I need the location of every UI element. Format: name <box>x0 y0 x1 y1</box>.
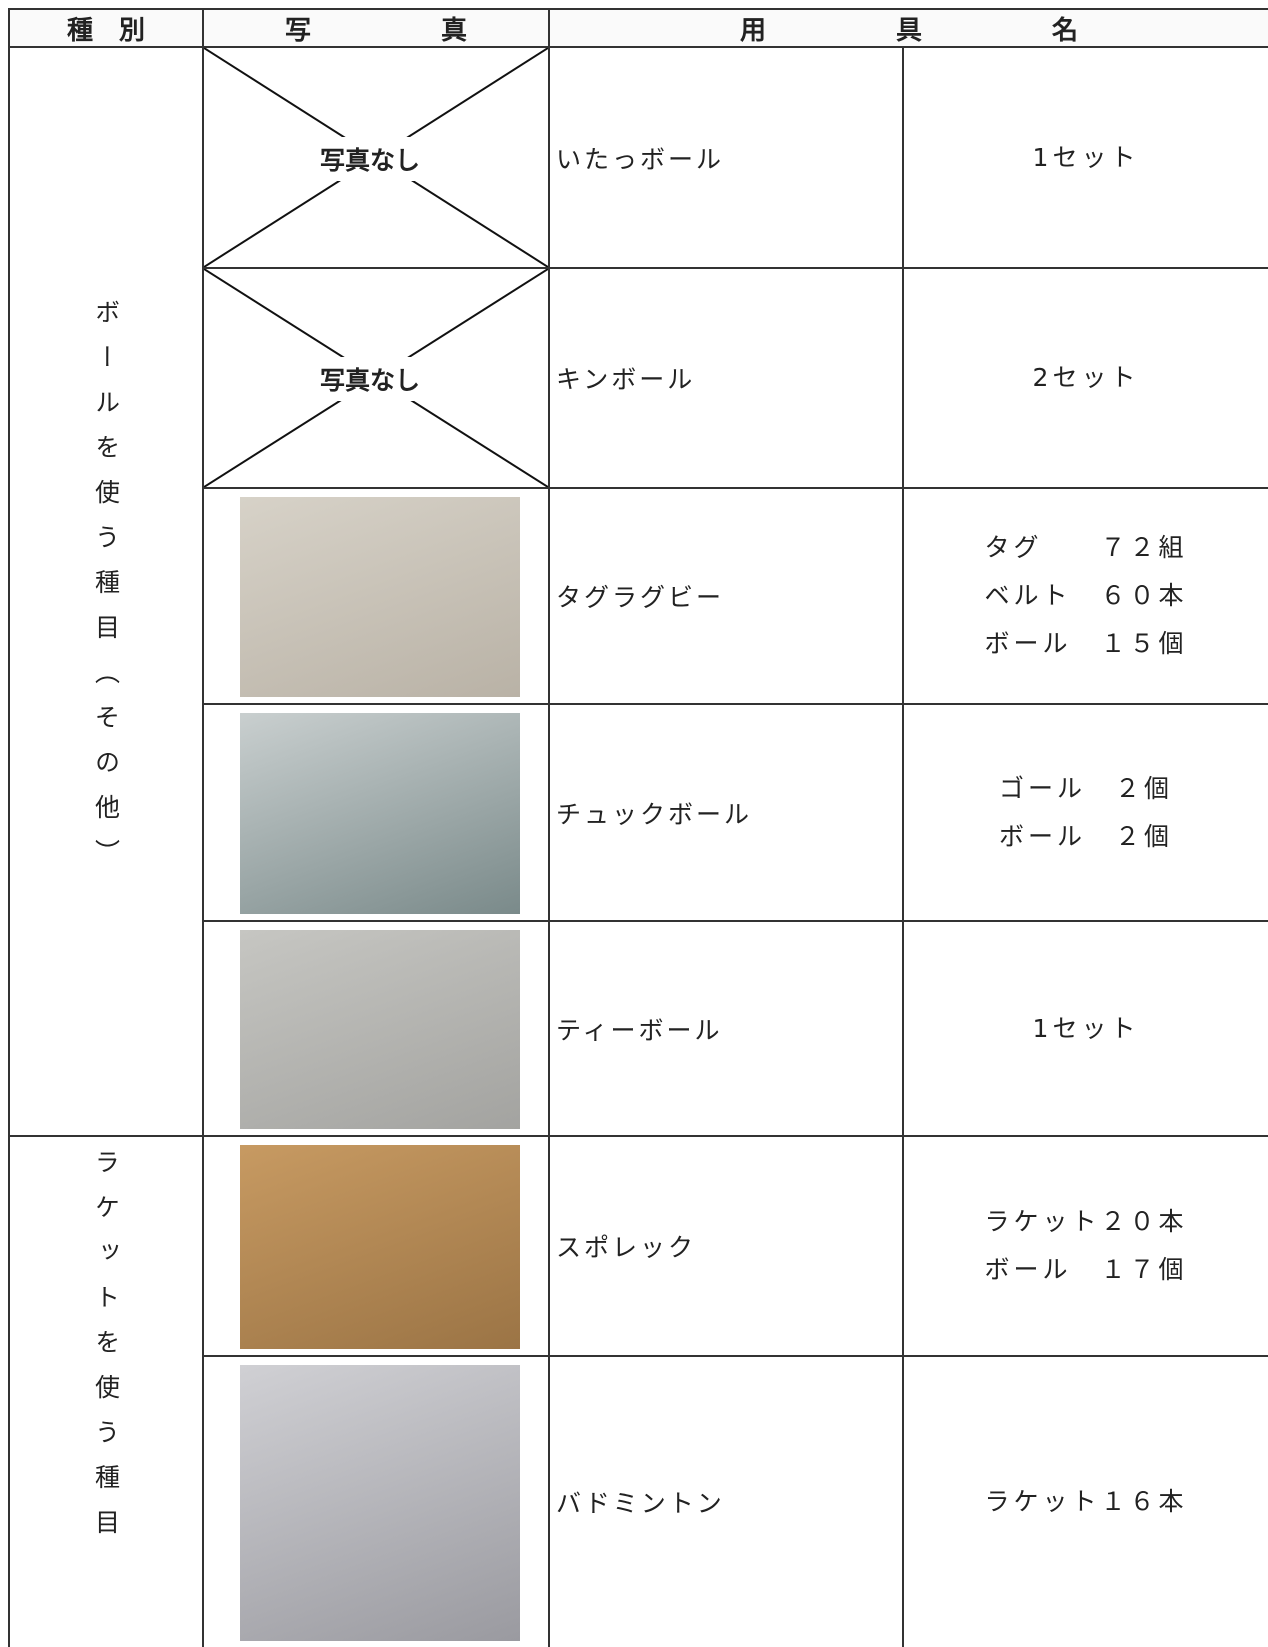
photo <box>240 1145 520 1349</box>
photo-cell <box>202 1355 548 1647</box>
quantity-cell: ラケット２０本 ボール １７個 <box>902 1135 1268 1355</box>
quantity-cell: ラケット１６本 <box>902 1355 1268 1647</box>
quantity-cell: 1セット <box>902 920 1268 1135</box>
photo-cell <box>202 920 548 1135</box>
quantity-cell: 2セット <box>902 267 1268 487</box>
quantity-line: 1セット <box>1032 1013 1140 1043</box>
photo <box>240 1365 520 1641</box>
category-cell: ラケットを使う種目 <box>8 1135 202 1647</box>
category-label: ラケットを使う種目 <box>91 1149 121 1554</box>
item-name: キンボール <box>548 267 902 487</box>
item-name: チュックボール <box>548 703 902 920</box>
photo <box>240 497 520 697</box>
photo-cell: 写真なし <box>202 267 548 488</box>
quantity-line: ボール ２個 <box>998 821 1173 851</box>
quantity-line: 2セット <box>1032 363 1140 392</box>
photo-cell <box>202 1135 548 1355</box>
item-name: スポレック <box>548 1135 902 1355</box>
quantity-line: ラケット２０本 <box>984 1207 1188 1236</box>
header-cell: 写 真 <box>202 8 548 48</box>
header-cell: 種 別 <box>8 8 202 48</box>
item-name: タグラグビー <box>548 487 902 703</box>
category-cell: ボールを使う種目（その他） <box>8 46 202 1135</box>
quantity-cell: ゴール ２個 ボール ２個 <box>902 703 1268 920</box>
quantity-line: ボール １７個 <box>984 1255 1188 1284</box>
header-cell: 用 具 名 <box>548 8 1268 48</box>
item-name: いたっボール <box>548 46 902 267</box>
no-photo-label: 写真なし <box>306 357 435 401</box>
quantity-cell: 1セット <box>902 46 1268 267</box>
photo <box>240 930 520 1129</box>
quantity-line: ラケット１６本 <box>984 1487 1188 1516</box>
category-label: ボールを使う種目（その他） <box>91 299 121 884</box>
quantity-line: タグ ７２組 <box>984 533 1188 562</box>
quantity-line: ベルト ６０本 <box>984 581 1188 610</box>
item-name: ティーボール <box>548 920 902 1135</box>
no-photo-label: 写真なし <box>306 136 435 181</box>
photo-cell: 写真なし <box>202 46 548 268</box>
item-name: バドミントン <box>548 1355 902 1647</box>
quantity-cell: タグ ７２組 ベルト ６０本 ボール １５個 <box>902 487 1268 703</box>
quantity-line: 1セット <box>1032 142 1140 172</box>
photo-cell <box>202 703 548 920</box>
photo-cell <box>202 487 548 703</box>
quantity-line: ボール １５個 <box>984 629 1188 658</box>
quantity-line: ゴール ２個 <box>998 773 1173 803</box>
photo <box>240 713 520 914</box>
